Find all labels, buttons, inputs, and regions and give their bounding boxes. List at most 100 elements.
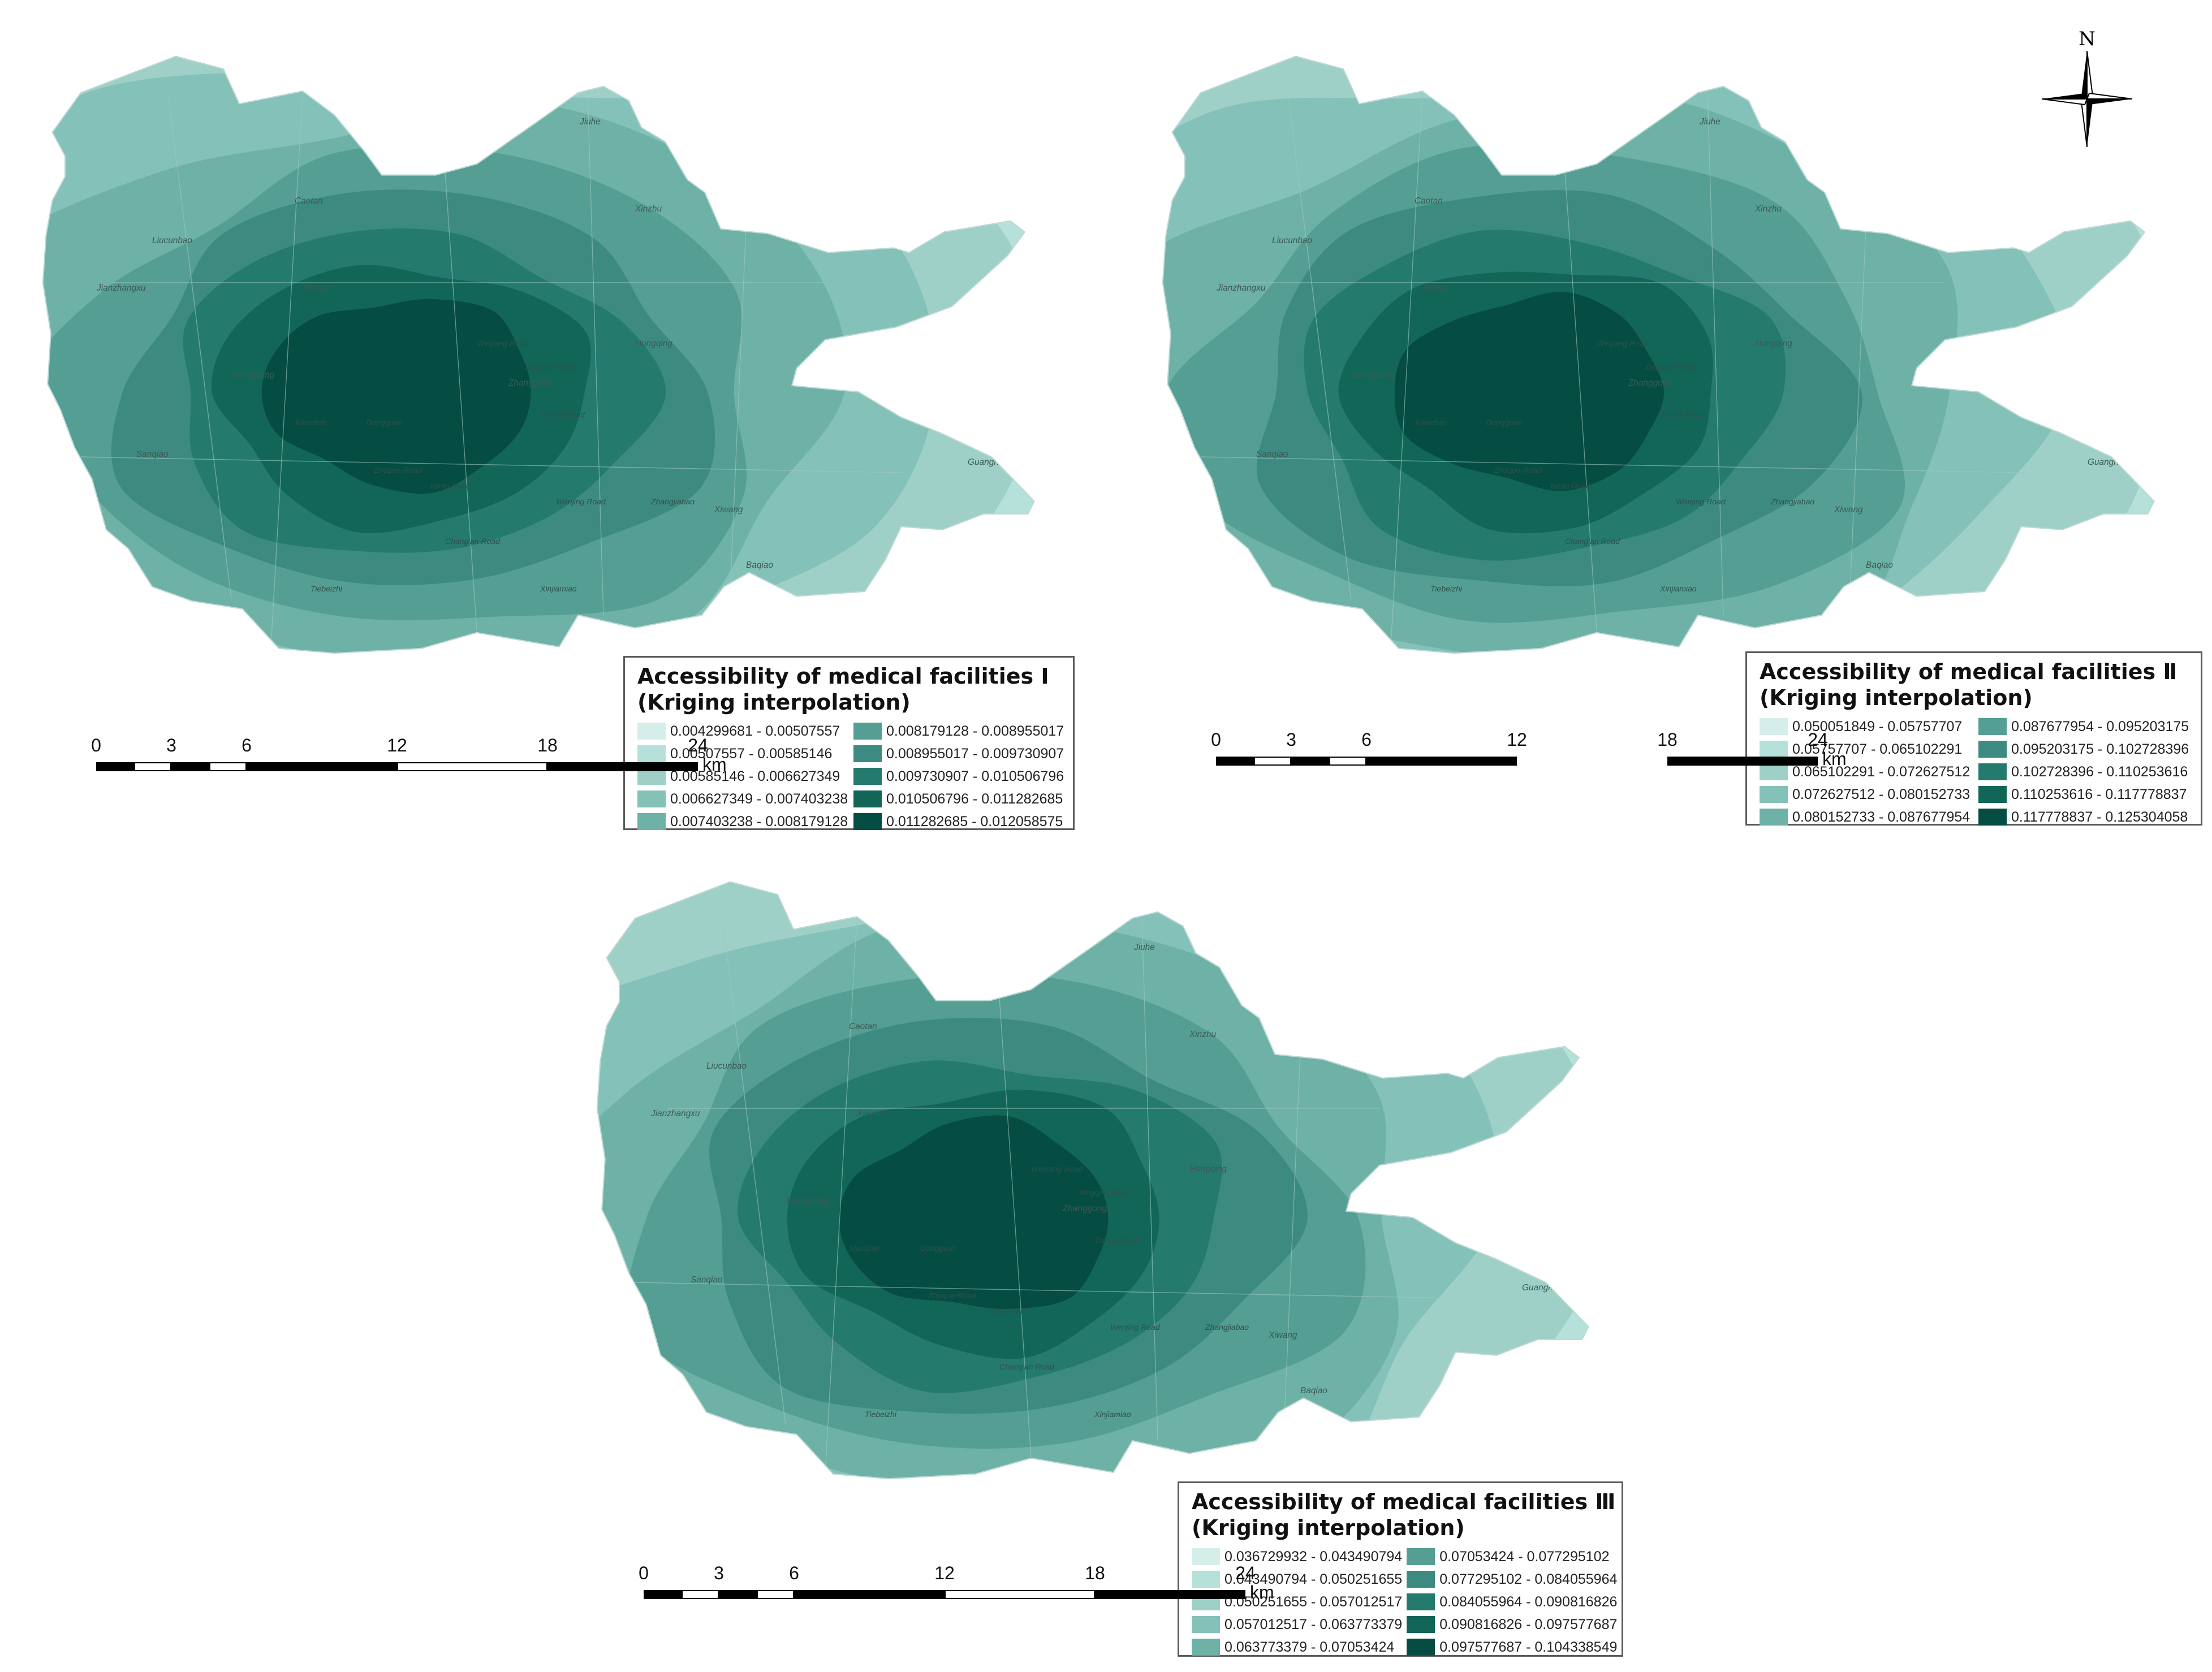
place-label: Caotan	[849, 1022, 877, 1031]
boundary-line	[445, 171, 477, 632]
place-label: Dongguan	[1486, 418, 1523, 427]
legend-swatch	[853, 745, 882, 762]
legend-range: 0.05757707 - 0.065102291	[1792, 741, 1963, 757]
place-label: Xinjiamiao	[1094, 1410, 1131, 1419]
legend-item: 0.011282685 - 0.012058575	[853, 811, 1065, 832]
legend-1: Accessibility of medical facilities Ⅰ (Kr…	[623, 656, 1075, 830]
boundary-line	[587, 92, 604, 616]
accessibility-map-3: Jiuhe Weiyang Lake Caotan Xinzhu Liucunbao Ji…	[596, 881, 1589, 1480]
scale-segment	[945, 1590, 1095, 1599]
place-label: Dongguan	[366, 418, 403, 427]
place-label: Yanta Road	[429, 481, 471, 490]
boundary-line	[1287, 92, 1352, 600]
legend-item: 0.087677954 - 0.095203175	[1978, 716, 2193, 737]
place-label: Chang'an Road	[999, 1362, 1055, 1371]
north-label: N	[2079, 28, 2095, 50]
legend-item: 0.006627349 - 0.007403238	[637, 789, 849, 809]
legend-range: 0.110253616 - 0.117778837	[2011, 786, 2187, 802]
place-label: Xiaozhai	[294, 418, 326, 427]
class-fill-10	[839, 1115, 1109, 1310]
place-label: Tiebeizhi	[1430, 584, 1463, 593]
legend-range: 0.008955017 - 0.009730907	[886, 745, 1064, 762]
place-label: Weiyang Lake	[390, 157, 445, 166]
legend-swatch	[1978, 718, 2007, 735]
scale-tick-label: 24	[1808, 729, 1828, 750]
legend-subtitle: (Kriging interpolation)	[1760, 685, 2033, 710]
scale-unit-label: km	[1822, 749, 1847, 769]
place-label: Caotan	[295, 196, 323, 206]
legend-range: 0.010506796 - 0.011282685	[886, 790, 1063, 807]
boundary-line	[635, 1282, 1459, 1299]
place-label: Weiyang Lake	[944, 982, 999, 992]
legend-range: 0.009730907 - 0.010506796	[886, 768, 1064, 784]
legend-item: 0.050251655 - 0.057012517	[1192, 1592, 1402, 1612]
scale-bar-2: 0 3 6 12 18 24 km	[1211, 729, 1847, 775]
legend-range: 0.004299681 - 0.00507557	[670, 723, 840, 739]
boundary-line	[167, 92, 232, 600]
place-label: Jianzhangxu	[650, 1109, 700, 1118]
scale-tick-label: 12	[387, 735, 407, 755]
legend-swatch	[637, 745, 666, 762]
legend-item: 0.036729932 - 0.043490794	[1192, 1546, 1402, 1567]
boundary-line	[1141, 918, 1158, 1441]
scale-tick-label: 0	[1211, 729, 1221, 750]
place-label: Chang'an Road	[445, 537, 501, 546]
boundary-line	[1564, 171, 1597, 632]
boundary-line	[80, 456, 905, 473]
legend-3: Accessibility of medical facilities Ⅲ (Kr…	[1178, 1481, 1623, 1657]
legend-swatch	[637, 813, 666, 830]
scale-segment	[171, 762, 209, 771]
scale-tick-label: 24	[1235, 1563, 1256, 1583]
scale-tick-label: 24	[688, 735, 708, 755]
scale-segment	[756, 1590, 794, 1599]
legend-swatch	[1978, 809, 2007, 826]
scale-tick-label: 0	[639, 1563, 649, 1583]
boundary-line	[730, 227, 747, 592]
legend-item: 0.009730907 - 0.010506796	[853, 766, 1065, 787]
boundary-line	[1284, 1052, 1301, 1418]
place-label: Baqiao	[746, 560, 773, 570]
legend-2: Accessibility of medical facilities Ⅱ (Kr…	[1745, 651, 2202, 826]
legend-swatch	[1407, 1548, 1435, 1565]
scale-segment	[1095, 1590, 1245, 1599]
place-label: Weiyang Road	[1031, 1164, 1084, 1173]
place-label: Jiuhe	[579, 117, 601, 127]
scale-bar-3: 0 3 6 12 18 24 km	[639, 1563, 1274, 1608]
place-label: Baqiao	[1866, 560, 1893, 570]
scale-segment	[247, 762, 397, 771]
legend-range: 0.095203175 - 0.102728396	[2011, 741, 2189, 757]
place-label: Wenjing Road	[556, 497, 606, 506]
scale-segment	[719, 1590, 757, 1599]
legend-class-list: 0.050051849 - 0.05757707 0.087677954 - 0.…	[1760, 716, 2193, 827]
legend-range: 0.080152733 - 0.087677954	[1792, 809, 1970, 825]
scale-segment	[1253, 757, 1291, 766]
place-label: Xinzhu	[1189, 1030, 1216, 1039]
place-label: Zhangjiabao	[650, 497, 695, 506]
legend-range: 0.050051849 - 0.05757707	[1792, 718, 1963, 735]
place-label: Xiaozhai	[848, 1243, 880, 1252]
scale-segment	[209, 762, 247, 771]
scale-segment	[644, 1590, 682, 1599]
place-label: Zhuque Road	[1493, 465, 1542, 474]
legend-swatch	[1192, 1639, 1220, 1656]
legend-item: 0.008179128 - 0.008955017	[853, 721, 1065, 741]
legend-range: 0.057012517 - 0.063773379	[1224, 1616, 1403, 1632]
place-label: Jianzhangxu	[1216, 283, 1266, 293]
boundary-line	[270, 92, 303, 647]
scale-segment	[1291, 757, 1329, 766]
place-label: Wenjing Road	[1110, 1323, 1161, 1332]
place-label: Xieyan	[1422, 283, 1449, 293]
place-label: Jiuhe	[1133, 943, 1155, 952]
place-label: Taihua Road	[540, 410, 585, 419]
place-label: Dongguan	[920, 1243, 957, 1252]
place-label: Xingqing Road	[1644, 362, 1697, 371]
place-label: Yanta Road	[1549, 481, 1591, 490]
place-label: Zhangjiabao	[1205, 1323, 1249, 1332]
place-label: Tiebeizhi	[311, 584, 343, 593]
scale-segment	[547, 762, 698, 771]
legend-title: Accessibility of medical facilities Ⅲ	[1192, 1489, 1616, 1514]
legend-range: 0.050251655 - 0.057012517	[1224, 1593, 1403, 1610]
legend-item: 0.090816826 - 0.097577687	[1407, 1614, 1617, 1635]
scale-unit-label: km	[1250, 1582, 1274, 1602]
place-label: Liucunbao	[152, 236, 192, 245]
